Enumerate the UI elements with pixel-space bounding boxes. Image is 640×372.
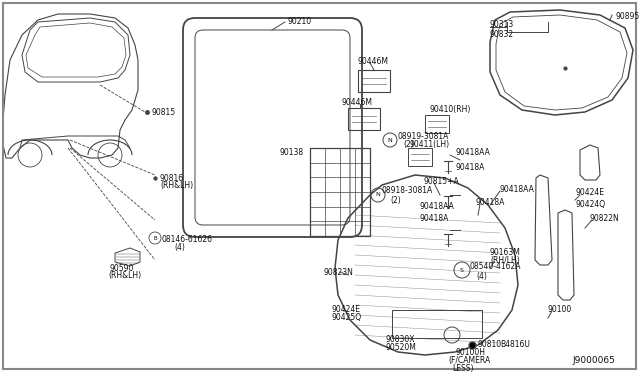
- Text: 90816: 90816: [160, 174, 184, 183]
- Text: 90410(RH): 90410(RH): [430, 105, 472, 114]
- Bar: [348, 108, 380, 130]
- Text: 90100: 90100: [548, 305, 572, 314]
- Text: 90815+A: 90815+A: [424, 177, 460, 186]
- Text: 90418A: 90418A: [475, 198, 504, 207]
- Text: 90830X: 90830X: [385, 335, 415, 344]
- Text: 90810: 90810: [478, 340, 502, 349]
- Text: 90425Q: 90425Q: [332, 313, 362, 322]
- Text: (RH&LH): (RH&LH): [160, 181, 193, 190]
- Text: (4): (4): [174, 243, 185, 252]
- Text: (RH/LH): (RH/LH): [490, 256, 520, 265]
- Text: B4816U: B4816U: [500, 340, 530, 349]
- Text: 08146-61626: 08146-61626: [162, 235, 213, 244]
- Text: 08540-4162A: 08540-4162A: [470, 262, 522, 271]
- Text: (F/CAMERA: (F/CAMERA: [448, 356, 490, 365]
- Text: 90590: 90590: [110, 264, 134, 273]
- Bar: [310, 148, 370, 236]
- Text: 08918-3081A: 08918-3081A: [382, 186, 433, 195]
- Text: 90411(LH): 90411(LH): [410, 140, 450, 149]
- Text: 90418A: 90418A: [420, 214, 449, 223]
- Text: 90815: 90815: [152, 108, 176, 117]
- Text: 90418AA: 90418AA: [500, 185, 535, 194]
- Bar: [425, 115, 449, 133]
- Text: (2): (2): [403, 140, 413, 149]
- Text: N: N: [388, 138, 392, 142]
- Text: 90418AA: 90418AA: [420, 202, 455, 211]
- Text: B: B: [153, 235, 157, 241]
- Text: J9000065: J9000065: [572, 356, 615, 365]
- Text: LESS): LESS): [452, 364, 474, 372]
- Text: S: S: [460, 267, 464, 273]
- Text: 90822N: 90822N: [590, 214, 620, 223]
- Text: 08919-3081A: 08919-3081A: [397, 132, 449, 141]
- Text: 90520M: 90520M: [385, 343, 416, 352]
- Bar: [358, 70, 390, 92]
- Text: (4): (4): [476, 272, 487, 281]
- Text: N: N: [376, 192, 380, 198]
- Text: 90163M: 90163M: [490, 248, 521, 257]
- Text: 90313: 90313: [490, 20, 515, 29]
- Text: 90210: 90210: [287, 17, 311, 26]
- Text: 90424E: 90424E: [332, 305, 361, 314]
- Text: 90138: 90138: [280, 148, 304, 157]
- Text: 90446M: 90446M: [342, 98, 373, 107]
- Text: 90895: 90895: [615, 12, 639, 21]
- Text: 90823N: 90823N: [323, 268, 353, 277]
- Text: 90418A: 90418A: [455, 163, 484, 172]
- Text: 90418AA: 90418AA: [455, 148, 490, 157]
- Text: 90446M: 90446M: [358, 57, 389, 66]
- Text: 90424Q: 90424Q: [576, 200, 606, 209]
- Bar: [408, 148, 432, 166]
- Text: 90424E: 90424E: [576, 188, 605, 197]
- Bar: [392, 310, 482, 338]
- Text: 90100H: 90100H: [455, 348, 485, 357]
- Text: (RH&LH): (RH&LH): [108, 271, 141, 280]
- Text: (2): (2): [390, 196, 401, 205]
- Text: 90832: 90832: [490, 30, 514, 39]
